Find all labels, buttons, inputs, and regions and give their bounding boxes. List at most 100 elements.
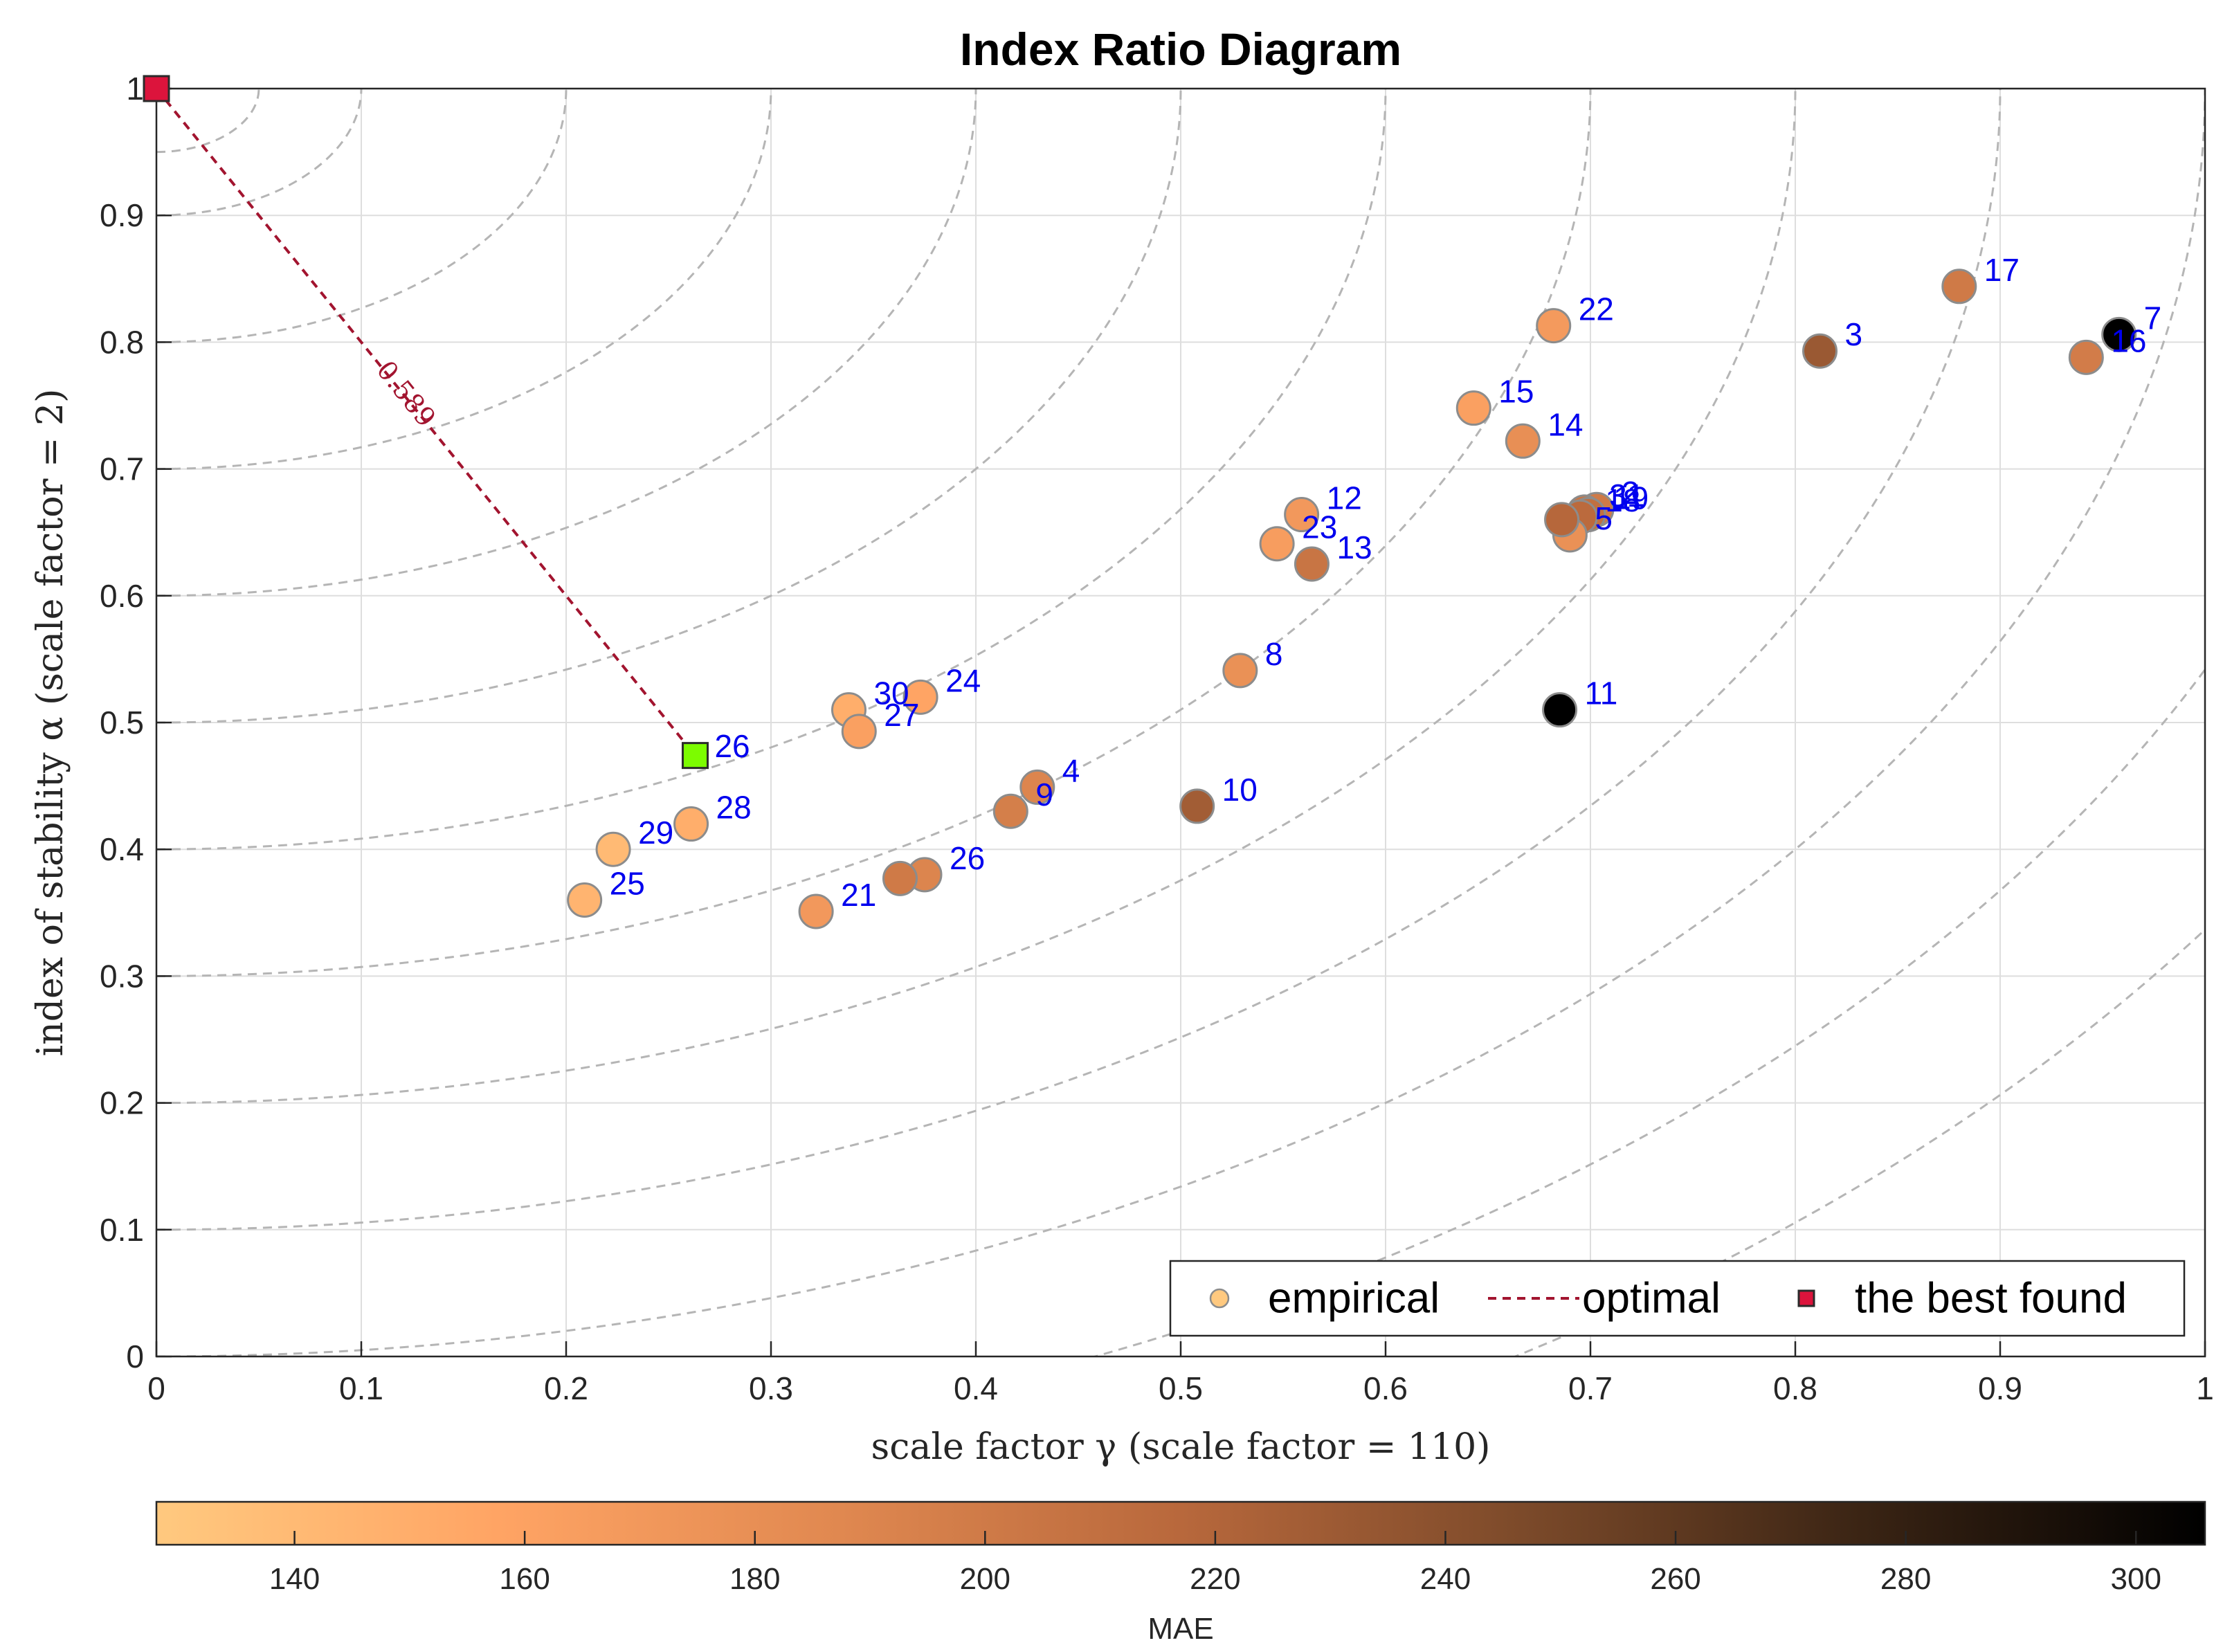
contour-arc: [156, 89, 1797, 1105]
contour-arc: [156, 89, 2002, 1231]
contour-arc: [1091, 667, 2205, 1356]
x-tick-label: 0.4: [954, 1370, 998, 1406]
data-point: [1455, 390, 1491, 426]
data-point-label: 17: [1984, 252, 2020, 288]
data-point-label: 11: [1585, 675, 1618, 711]
data-point: [902, 679, 938, 715]
data-point: [1294, 546, 1330, 582]
y-tick-label: 0.9: [100, 197, 144, 233]
axis-ticks: 0 0.1 0.2 0.3 0.4 0.5 0.6 0.7 0.8 0.9 1 0 0.1 0.2 0.3 0…: [100, 71, 2214, 1406]
data-point-label: 4: [1062, 752, 1080, 788]
data-point-label: 2: [1622, 475, 1640, 511]
data-point: [1542, 692, 1578, 728]
data-point-label: 5: [1595, 500, 1613, 536]
colorbar-ticks: 140 160 180 200 220 240 260 280 300: [269, 1531, 2161, 1596]
y-tick-label: 0.4: [100, 831, 144, 867]
data-point-label: 23: [1302, 509, 1337, 545]
y-tick-label: 1: [126, 71, 144, 107]
data-point-label: 9: [1035, 777, 1053, 813]
data-point: [595, 831, 631, 867]
data-point-label: 13: [1336, 529, 1372, 565]
x-tick-label: 0.1: [339, 1370, 383, 1406]
data-point: [1536, 308, 1572, 344]
colorbar-tick-label: 220: [1190, 1562, 1240, 1596]
y-tick-label: 0.3: [100, 958, 144, 994]
data-point: [1941, 269, 1977, 305]
data-point: [798, 893, 834, 929]
colorbar-tick-label: 180: [729, 1562, 780, 1596]
optimal-distance-line: [155, 87, 697, 756]
y-tick-label: 0.6: [100, 578, 144, 614]
legend-empirical-marker: [1209, 1288, 1230, 1309]
data-point-label: 31: [1609, 478, 1644, 514]
data-point-label: 22: [1579, 291, 1614, 327]
contour-arc: [156, 89, 2205, 1356]
data-point-label: 26: [950, 840, 985, 876]
contour-arc: [156, 89, 260, 154]
data-point-label: 16: [2111, 323, 2146, 358]
contour-arc: [156, 89, 1592, 977]
x-tick-label: 0.9: [1978, 1370, 2022, 1406]
y-axis-label: index of stability α (scale factor = 2): [30, 389, 71, 1057]
y-tick-label: 0.5: [100, 705, 144, 741]
legend-empirical-label: empirical: [1268, 1274, 1440, 1322]
data-point: [992, 793, 1028, 829]
x-tick-label: 0.8: [1773, 1370, 1817, 1406]
x-tick-label: 0: [147, 1370, 165, 1406]
data-point: [567, 882, 603, 918]
data-point-label: 25: [610, 865, 645, 901]
data-point-label: 29: [638, 815, 673, 851]
data-point-label: 12: [1327, 480, 1362, 516]
data-point-label: 24: [945, 662, 981, 698]
legend-box: [1169, 1260, 2186, 1337]
colorbar-gradient: [155, 1500, 2206, 1546]
data-point: [1544, 502, 1580, 538]
y-tick-label: 0: [126, 1338, 144, 1374]
x-tick-label: 0.2: [544, 1370, 588, 1406]
colorbar: 140 160 180 200 220 240 260 280 300 MAE: [155, 1500, 2206, 1646]
data-point-label: 30: [873, 675, 909, 711]
colorbar-tick-label: 140: [269, 1562, 320, 1596]
legend: empirical optimal the best found: [1169, 1260, 2186, 1337]
y-tick-label: 0.2: [100, 1085, 144, 1121]
best-found-marker: [681, 742, 709, 770]
data-point: [1802, 333, 1838, 369]
colorbar-tick-label: 240: [1420, 1562, 1471, 1596]
data-point-label: 27: [884, 697, 919, 733]
data-point-label: 18: [1605, 482, 1640, 518]
data-point-label: 8: [1265, 636, 1283, 672]
colorbar-tick-label: 160: [499, 1562, 550, 1596]
data-point: [1222, 653, 1258, 689]
data-point: [1179, 788, 1215, 824]
contour-arc: [156, 89, 363, 217]
data-point: [673, 806, 709, 842]
x-tick-label: 0.7: [1568, 1370, 1613, 1406]
x-axis-label: scale factor γ (scale factor = 110): [871, 1426, 1491, 1468]
x-tick-label: 0.5: [1159, 1370, 1203, 1406]
data-point: [2101, 316, 2137, 352]
legend-optimal-label: optimal: [1582, 1274, 1721, 1322]
data-point: [1259, 526, 1295, 562]
x-tick-label: 0.6: [1363, 1370, 1408, 1406]
chart-title: Index Ratio Diagram: [960, 24, 1401, 75]
data-point: [841, 714, 877, 750]
colorbar-tick-label: 300: [2111, 1562, 2161, 1596]
data-point: [1019, 769, 1055, 805]
contour-arc: [156, 89, 1387, 851]
y-tick-label: 0.1: [100, 1212, 144, 1248]
data-point-label: 3: [1845, 316, 1863, 352]
colorbar-tick-label: 260: [1650, 1562, 1700, 1596]
legend-best-label: the best found: [1855, 1274, 2127, 1322]
x-tick-label: 0.3: [749, 1370, 793, 1406]
legend-best-marker: [1797, 1289, 1815, 1307]
data-point: [882, 860, 918, 896]
data-point-label: 14: [1548, 406, 1583, 442]
optimal-point-marker: [143, 75, 170, 102]
colorbar-tick-label: 280: [1880, 1562, 1931, 1596]
colorbar-tick-label: 200: [960, 1562, 1010, 1596]
x-tick-label: 1: [2196, 1370, 2214, 1406]
data-point-label: 28: [716, 790, 752, 826]
data-point-label: 21: [841, 877, 876, 913]
data-point-label: 19: [1613, 480, 1649, 516]
